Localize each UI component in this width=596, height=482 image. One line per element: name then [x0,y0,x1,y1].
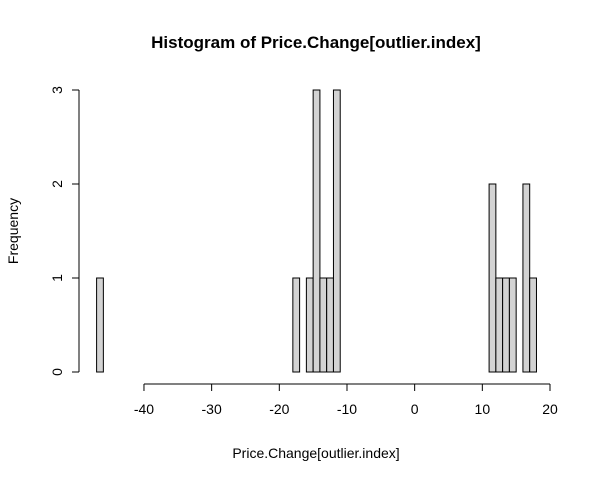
x-tick-label: 10 [475,401,491,417]
x-tick-label: 20 [542,401,558,417]
bar [332,89,341,373]
bar [292,277,301,373]
y-axis-label: Frequency [5,198,21,264]
x-tick-label: -20 [269,401,289,417]
chart-title: Histogram of Price.Change[outlier.index] [151,33,481,52]
y-tick-label: 0 [49,368,65,376]
bar [508,277,517,373]
bar [495,277,504,373]
x-tick-label: -40 [134,401,154,417]
bar [488,183,497,373]
x-tick-label: 0 [411,401,419,417]
x-axis-label: Price.Change[outlier.index] [232,445,399,461]
y-tick-label: 2 [49,180,65,188]
x-tick-label: -30 [202,401,222,417]
bar [529,277,537,373]
y-tick-label: 1 [49,274,65,282]
y-tick-label: 3 [49,86,65,94]
bar [502,277,510,373]
bar [326,277,334,373]
bar [522,183,531,373]
x-tick-label: -10 [337,401,357,417]
bar [96,277,104,373]
bar [305,277,314,373]
bar [312,89,321,373]
bar [319,277,328,373]
